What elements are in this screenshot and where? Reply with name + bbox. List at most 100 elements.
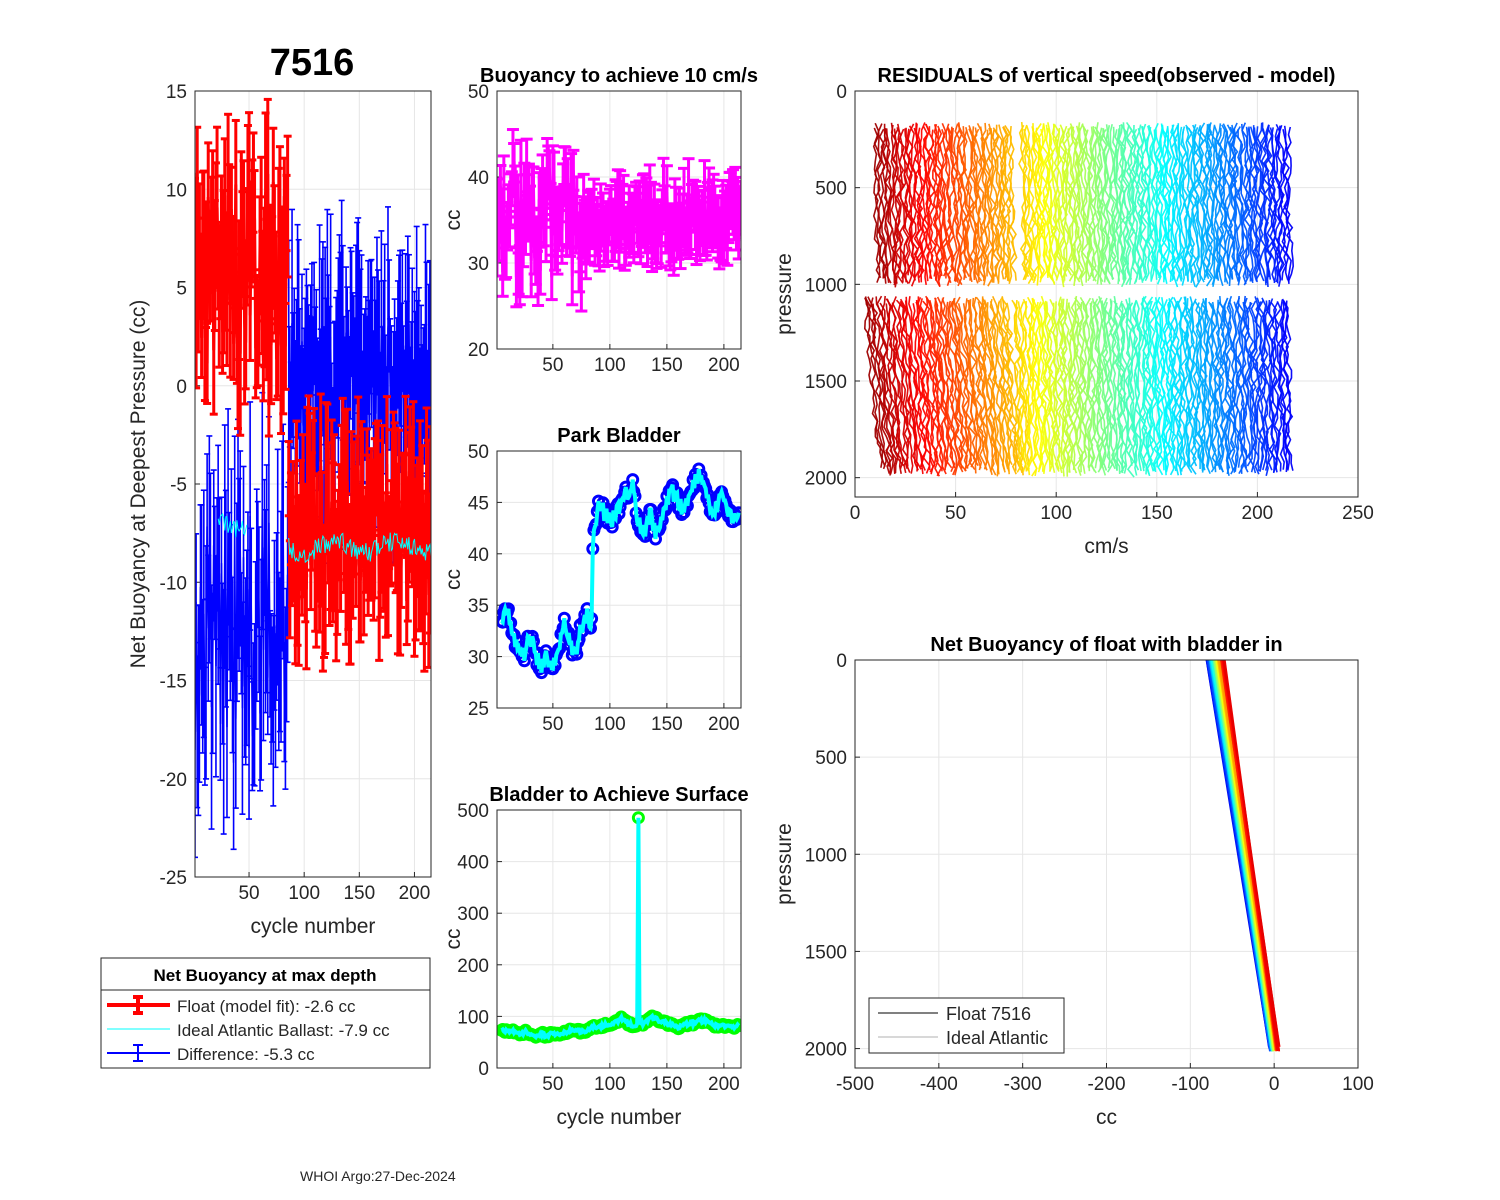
profile-line bbox=[1093, 301, 1104, 473]
y-tick-label: 1000 bbox=[805, 845, 847, 866]
profile-line bbox=[1221, 297, 1231, 469]
series-layer bbox=[1205, 660, 1281, 1052]
y-tick-label: 25 bbox=[468, 699, 489, 720]
profile-line bbox=[1253, 297, 1264, 469]
profile-line bbox=[1067, 126, 1076, 282]
y-tick-label: 30 bbox=[468, 254, 489, 275]
profile-line bbox=[892, 296, 911, 467]
profile-line bbox=[956, 124, 966, 281]
chart-residuals: 0 50 100 150 200 250 0 500 1000 1500 2000 RESIDUALS… bbox=[773, 65, 1374, 558]
profile-line bbox=[1232, 301, 1240, 472]
profile-line bbox=[1031, 299, 1042, 470]
profile-line bbox=[1000, 296, 1019, 475]
axes-frame bbox=[496, 450, 742, 709]
profile-line bbox=[1122, 122, 1132, 286]
y-tick-label: 0 bbox=[836, 651, 847, 672]
profile-line bbox=[989, 298, 1009, 470]
profile-line bbox=[1139, 126, 1148, 282]
legend-box bbox=[100, 957, 431, 1069]
profile-line bbox=[915, 301, 936, 473]
profile-line bbox=[1203, 297, 1212, 469]
profile-line bbox=[1160, 124, 1170, 280]
chart-net_buoyancy_bladder_in: -500 -400 -300 -200 -100 0 1000500100015002000… bbox=[773, 634, 1374, 1129]
profile-line bbox=[981, 129, 991, 277]
profile-line bbox=[1191, 298, 1201, 469]
profile-line bbox=[1017, 301, 1028, 472]
data-line bbox=[500, 817, 741, 1041]
axes-frame bbox=[854, 90, 1359, 498]
y-axis-label: cc bbox=[442, 210, 465, 231]
y-axis-label: cc bbox=[442, 569, 465, 590]
profile-line bbox=[952, 122, 963, 286]
x-tick-label: 50 bbox=[542, 714, 563, 735]
profile-line bbox=[1282, 129, 1292, 284]
y-tick-label: 500 bbox=[815, 179, 847, 200]
profile-line bbox=[1035, 123, 1046, 279]
data-line bbox=[195, 313, 431, 763]
profile-line bbox=[896, 127, 904, 283]
profile-line bbox=[899, 298, 922, 470]
data-line bbox=[500, 468, 741, 673]
y-tick-label: 500 bbox=[457, 801, 489, 822]
profile-line bbox=[1219, 128, 1229, 284]
profile-line bbox=[913, 127, 923, 283]
profile-line bbox=[1228, 126, 1240, 282]
profile-line bbox=[1027, 128, 1037, 284]
profile-line bbox=[904, 296, 925, 468]
series-layer bbox=[497, 811, 741, 1044]
figure-title: 7516 bbox=[270, 42, 355, 84]
profile-line bbox=[1196, 127, 1205, 283]
y-tick-label: 0 bbox=[478, 1059, 489, 1080]
x-axis-label: cycle number bbox=[251, 915, 376, 938]
profile-line bbox=[937, 128, 945, 277]
axes-frame bbox=[496, 90, 742, 350]
profile-line bbox=[948, 126, 959, 282]
profile-line bbox=[914, 296, 934, 475]
profile-line bbox=[935, 125, 944, 281]
profile-line bbox=[1008, 126, 1018, 281]
series-layer bbox=[195, 97, 431, 859]
profile-line bbox=[1117, 124, 1126, 280]
profile-line bbox=[1135, 300, 1145, 472]
x-tick-label: 200 bbox=[399, 883, 431, 904]
profile-line bbox=[1205, 123, 1213, 287]
profile-line bbox=[1200, 303, 1211, 475]
profile-line bbox=[1049, 298, 1060, 470]
profile-line bbox=[1222, 123, 1233, 287]
profile-line bbox=[1235, 297, 1244, 468]
profile-line bbox=[1107, 125, 1117, 281]
profile-line bbox=[1150, 129, 1161, 277]
series-ideal-atlantic-ballast bbox=[217, 512, 248, 538]
profile-line bbox=[885, 128, 896, 284]
profile-line bbox=[1256, 122, 1267, 286]
profile-line bbox=[1089, 126, 1099, 282]
chart-park_bladder: 50 100 150 200 50 45 40 35 30 25 Park Bladder cc bbox=[442, 425, 742, 735]
x-axis-label: cycle number bbox=[557, 1106, 682, 1129]
legend-title: Net Buoyancy at max depth bbox=[154, 966, 377, 985]
profile-line bbox=[941, 298, 963, 469]
profile-line bbox=[1239, 123, 1249, 279]
profile-line bbox=[1167, 296, 1177, 476]
profile-line bbox=[1264, 299, 1274, 471]
profile-line bbox=[1285, 300, 1294, 471]
profile-line bbox=[885, 298, 908, 470]
profile-line bbox=[1000, 297, 1024, 476]
profile-line bbox=[890, 124, 899, 288]
y-tick-label: 40 bbox=[468, 168, 489, 189]
y-tick-label: 1500 bbox=[805, 942, 847, 963]
profile-line bbox=[1058, 124, 1068, 288]
profile-line bbox=[1181, 126, 1191, 282]
profile-line bbox=[1140, 296, 1149, 475]
x-tick-label: 150 bbox=[343, 883, 375, 904]
profile-line bbox=[981, 303, 999, 474]
profile-line bbox=[1285, 126, 1295, 282]
x-tick-label: 0 bbox=[1269, 1074, 1280, 1095]
profile-line bbox=[1050, 123, 1060, 279]
legend-entry: Ideal Atlantic Ballast: -7.9 cc bbox=[177, 1021, 390, 1040]
profile-line bbox=[1120, 303, 1130, 474]
profile-line bbox=[1020, 121, 1030, 278]
profile-line bbox=[984, 123, 994, 287]
profile-line bbox=[1243, 295, 1254, 467]
y-tick-label: 45 bbox=[468, 493, 489, 514]
profile-line bbox=[989, 300, 1010, 472]
